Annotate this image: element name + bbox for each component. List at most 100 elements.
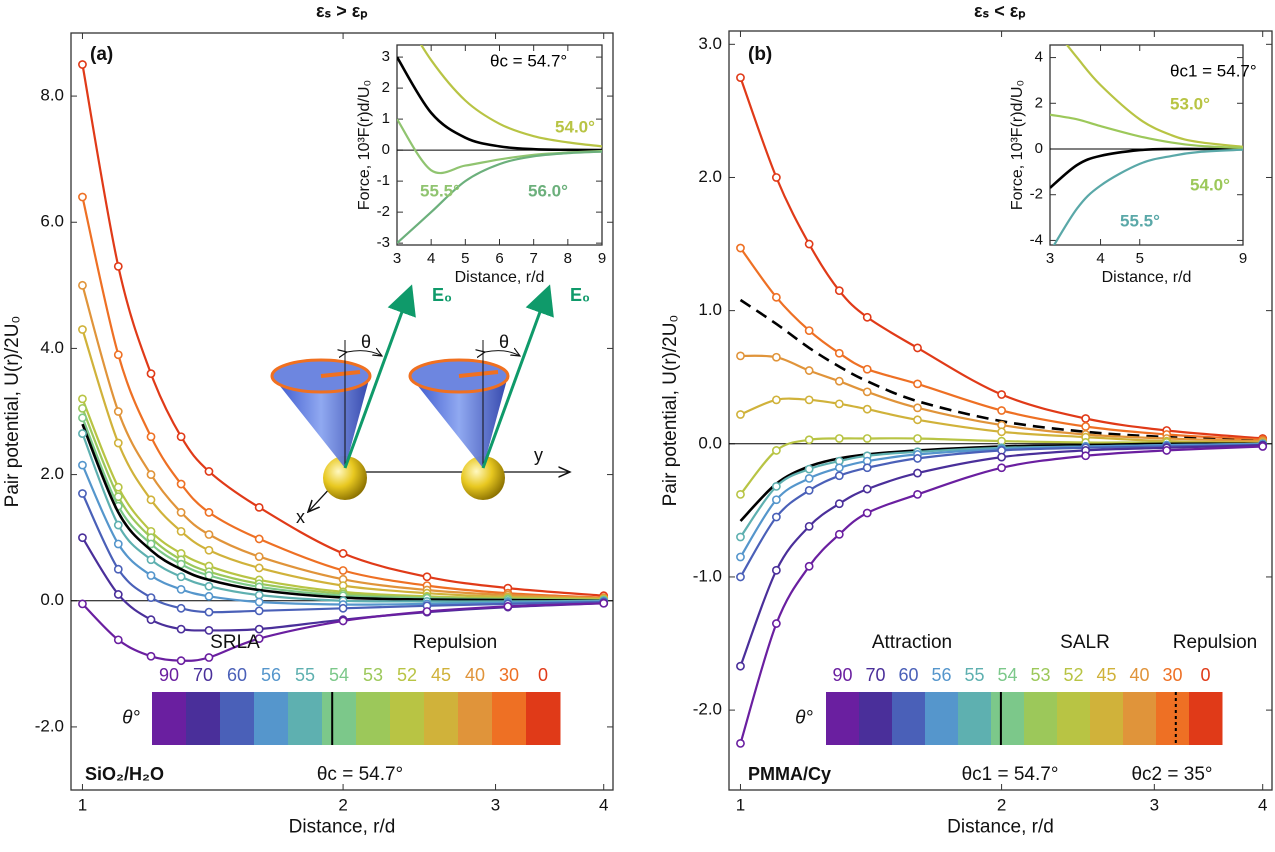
colorbar-symbol: θ° xyxy=(122,708,140,729)
data-point xyxy=(834,399,844,409)
x-tick-label: 6 xyxy=(495,250,503,267)
colorbar-swatch xyxy=(925,692,959,745)
x-tick-label: 4 xyxy=(1258,796,1267,815)
x-tick-label: 3 xyxy=(393,250,401,267)
precession-arrow xyxy=(320,370,361,378)
colorbar-label: 52 xyxy=(397,665,417,685)
series-line xyxy=(739,77,1263,440)
panel-title: εₛ > εₚ xyxy=(316,1,368,21)
y-tick-label: -1.0 xyxy=(693,566,722,585)
critical-label: θc1 = 54.7° xyxy=(962,764,1059,785)
data-point xyxy=(834,286,844,296)
data-point xyxy=(176,432,186,442)
y-tick-label: -2.0 xyxy=(35,716,64,735)
data-point xyxy=(113,635,123,645)
x-tick-label: 4 xyxy=(1096,250,1104,267)
data-point xyxy=(204,467,214,476)
colorbar-label: 54 xyxy=(997,665,1017,685)
y-tick-label: 2.0 xyxy=(698,167,722,186)
series-line xyxy=(1052,148,1243,245)
colorbar-label: 40 xyxy=(1129,665,1149,685)
data-point xyxy=(771,292,781,302)
plot-area xyxy=(729,73,1272,748)
colorbar-swatch xyxy=(390,692,425,745)
data-point xyxy=(736,532,745,542)
colorbar-label: 90 xyxy=(832,665,852,685)
data-point xyxy=(146,615,156,625)
field-label: E₀ xyxy=(570,285,590,305)
plot-area xyxy=(71,60,613,666)
data-point xyxy=(338,603,348,613)
series-line xyxy=(81,464,604,606)
colorbar-swatch xyxy=(1057,692,1091,745)
y-tick-label: 1.0 xyxy=(698,300,722,319)
series-line xyxy=(81,433,604,603)
y-axis-label: Pair potential, U(r)/2U₀ xyxy=(2,316,23,508)
data-point xyxy=(254,502,264,512)
data-point xyxy=(834,463,844,473)
data-point xyxy=(804,395,814,405)
data-point xyxy=(113,590,123,599)
data-point xyxy=(78,403,87,413)
data-point xyxy=(804,485,814,495)
x-tick-label: 3 xyxy=(1046,250,1054,267)
y-tick-label: -2.0 xyxy=(693,700,722,719)
data-point xyxy=(771,495,781,505)
data-point xyxy=(736,489,745,499)
data-point xyxy=(736,73,745,83)
colorbar-swatch xyxy=(859,692,893,745)
x-tick-label: 5 xyxy=(461,250,469,267)
series-line xyxy=(81,423,604,603)
colorbar-label: 40 xyxy=(465,665,485,685)
data-point xyxy=(146,369,156,379)
y-tick-label: 2 xyxy=(382,79,390,96)
data-point xyxy=(78,192,87,202)
field-arrow xyxy=(343,284,416,469)
data-point xyxy=(338,616,348,626)
data-point xyxy=(913,489,922,499)
data-point xyxy=(913,434,922,443)
colorbar-swatch xyxy=(492,692,527,745)
colorbar-label: 53 xyxy=(363,665,383,685)
data-point xyxy=(913,379,922,389)
colorbar-swatch xyxy=(1189,692,1223,745)
data-point xyxy=(254,563,264,573)
data-point xyxy=(78,280,87,290)
panel-label: (a) xyxy=(90,44,113,65)
data-point xyxy=(771,619,781,628)
colorbar-swatch xyxy=(186,692,221,745)
data-point xyxy=(771,565,781,575)
field-arrow xyxy=(481,284,554,469)
y-tick-label: 4 xyxy=(1035,49,1043,66)
data-point xyxy=(176,624,186,634)
data-point xyxy=(913,403,922,413)
region-label: Attraction xyxy=(872,632,952,653)
material-label: PMMA/Cy xyxy=(748,764,831,784)
data-point xyxy=(834,499,844,509)
curve-label: 55.5° xyxy=(1120,211,1160,230)
data-point xyxy=(204,607,214,617)
material-label: SiO₂/H₂O xyxy=(85,764,164,784)
data-point xyxy=(146,539,156,549)
colorbar-swatch xyxy=(826,692,860,745)
data-point xyxy=(804,326,814,336)
angle-arc xyxy=(485,351,520,356)
data-point xyxy=(862,364,872,374)
data-point xyxy=(913,415,922,425)
data-point xyxy=(771,446,781,455)
x-tick-label: 3 xyxy=(491,796,500,815)
angle-label: θ xyxy=(499,332,509,352)
y-axis-label: Force, 10³F(r)d/U₀ xyxy=(1009,80,1026,210)
colorbar-label: 90 xyxy=(159,665,179,685)
data-point xyxy=(834,348,844,358)
data-point xyxy=(254,534,264,544)
data-point xyxy=(1258,442,1268,451)
x-tick-label: 4 xyxy=(599,796,608,815)
data-point xyxy=(736,351,745,361)
data-point xyxy=(78,460,87,470)
colorbar-swatch xyxy=(254,692,289,745)
y-tick-label: -1 xyxy=(377,172,390,189)
colorbar-swatch xyxy=(458,692,493,745)
data-point xyxy=(913,468,922,478)
particle xyxy=(461,456,505,500)
